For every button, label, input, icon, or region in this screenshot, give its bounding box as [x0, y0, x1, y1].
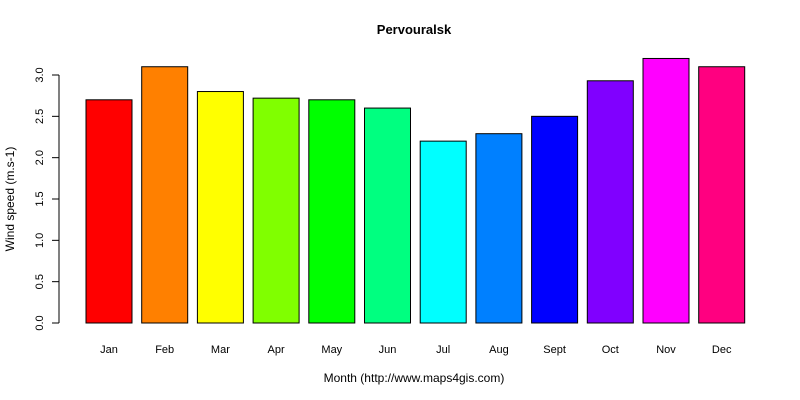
y-tick-label: 0.5	[34, 274, 46, 289]
x-tick-label: Feb	[155, 344, 174, 356]
bar-mar	[196, 91, 244, 324]
x-tick-label: Dec	[712, 344, 732, 356]
bar-jul	[419, 140, 467, 324]
bar-sept	[531, 115, 579, 324]
y-tick-label: 1.0	[34, 233, 46, 248]
x-tick-label: Apr	[268, 344, 285, 356]
bar-dec	[698, 66, 746, 324]
x-tick-label: May	[321, 344, 342, 356]
bar-jun	[364, 107, 411, 324]
x-tick-label: Oct	[602, 344, 619, 356]
bar-may	[308, 99, 356, 324]
bar-apr	[252, 97, 300, 324]
x-tick-label: Jul	[436, 344, 450, 356]
x-tick-label: Sept	[543, 344, 566, 356]
bar-feb	[141, 66, 189, 324]
x-tick-label: Mar	[211, 344, 230, 356]
bar-oct	[586, 80, 634, 324]
x-tick-label: Nov	[656, 344, 676, 356]
y-tick-label: 1.5	[34, 191, 46, 206]
x-tick-label: Aug	[489, 344, 509, 356]
x-axis-label: Month (http://www.maps4gis.com)	[323, 371, 505, 385]
y-tick-label: 0.0	[34, 315, 46, 330]
bar-nov	[642, 57, 690, 324]
bar-jan	[85, 99, 133, 324]
x-tick-label: Jun	[379, 344, 397, 356]
chart-title: Pervouralsk	[376, 22, 452, 37]
x-tick-label: Jan	[100, 344, 118, 356]
bar-aug	[475, 133, 523, 324]
y-tick-label: 2.5	[34, 109, 46, 124]
y-tick-label: 2.0	[34, 150, 46, 165]
y-tick-label: 3.0	[34, 67, 46, 82]
